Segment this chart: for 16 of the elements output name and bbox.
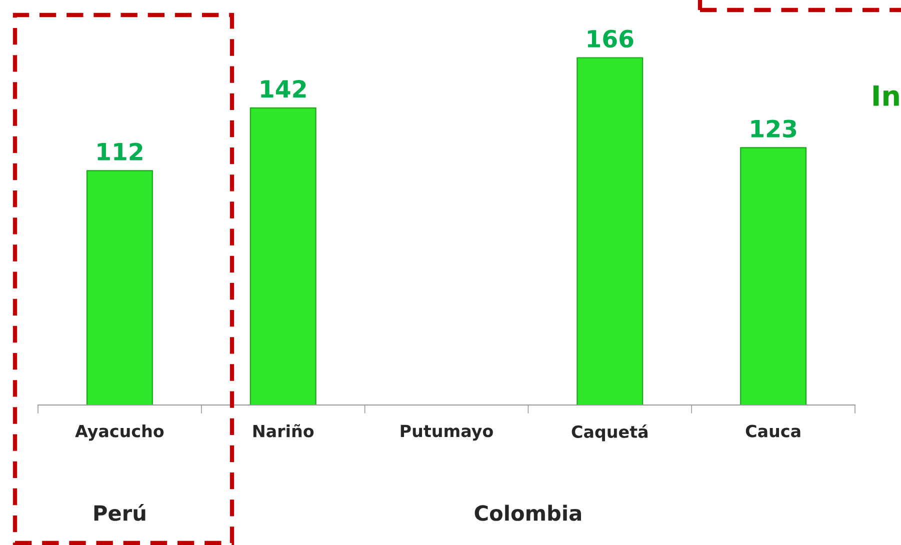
text: In [873,86,899,106]
bar [86,170,153,405]
data-label: 142 [261,80,306,98]
x-tick-label: Nariño [253,424,314,438]
data-label: 166 [588,30,634,48]
bar [740,147,807,405]
x-tick-label: Cauca [746,424,800,438]
bar [576,57,644,405]
x-tick-label: Putumayo [400,424,493,441]
x-tick-label: Ayacucho [75,424,164,441]
data-label: 123 [751,120,796,138]
bar [250,107,316,405]
x-tick-label: Caquetá [572,424,648,442]
data-label: 112 [98,142,142,160]
text: Perú [94,504,146,521]
text: Colombia [474,504,581,521]
